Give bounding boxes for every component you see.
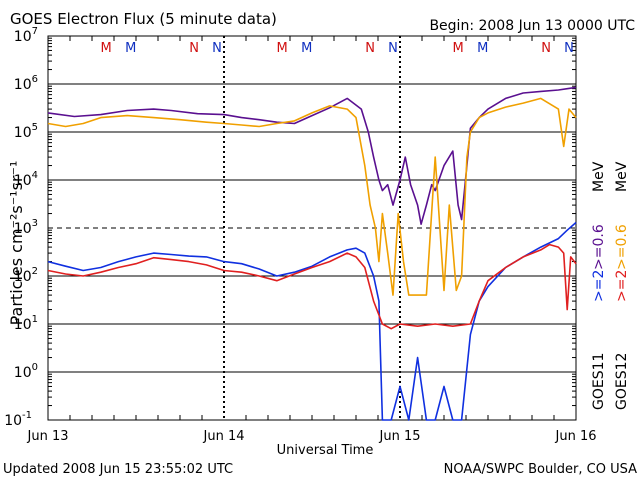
x-tick-label: Jun 14 — [203, 429, 245, 444]
y-tick-label: 102 — [14, 266, 38, 285]
goes12-06mev-label: >=0.6 — [614, 224, 630, 270]
y-tick-label: 10-1 — [4, 410, 32, 429]
plot-area: 10-1 100 101 102 103 104 105 106 107 Jun 13 Jun 14… — [4, 26, 596, 444]
mn-marker: N — [564, 41, 574, 56]
plot-frame — [47, 35, 577, 421]
goes11-2mev-label: >=2 — [591, 270, 607, 302]
mn-marker: M — [477, 41, 488, 56]
y-tick-label: 104 — [14, 170, 38, 189]
series-line — [47, 97, 577, 296]
y-axis-label: Particles cm⁻²s⁻¹sr⁻¹ — [7, 161, 26, 326]
begin-date: Begin: 2008 Jun 13 0000 UTC — [429, 18, 635, 34]
x-tick-label: Jun 16 — [555, 429, 597, 444]
units-label: MeV — [591, 161, 607, 192]
series-line — [47, 243, 577, 330]
goes11-label-group: GOES11 >=2 >=0.6 MeV — [591, 161, 607, 410]
mn-marker: M — [125, 41, 136, 56]
units-label-2: MeV — [614, 161, 630, 192]
mn-marker: N — [365, 41, 375, 56]
y-tick-label: 106 — [14, 74, 38, 93]
goes12-label-group: GOES12 >=2 >=0.6 MeV — [614, 161, 630, 410]
mn-marker: N — [541, 41, 551, 56]
y-tick-label: 103 — [14, 218, 38, 237]
mn-marker: N — [212, 41, 222, 56]
updated-timestamp: Updated 2008 Jun 15 23:55:02 UTC — [3, 462, 233, 477]
goes12-2mev-label: >=2 — [614, 270, 630, 302]
y-tick-label: 101 — [14, 314, 38, 333]
y-tick-label: 100 — [14, 362, 38, 381]
mn-marker: M — [276, 41, 287, 56]
mn-marker: N — [189, 41, 199, 56]
mn-marker: M — [100, 41, 111, 56]
goes12-label: GOES12 — [614, 353, 630, 410]
mn-marker: N — [388, 41, 398, 56]
chart-title: GOES Electron Flux (5 minute data) — [10, 10, 277, 28]
y-tick-label: 105 — [14, 122, 38, 141]
x-tick-label: Jun 15 — [379, 429, 421, 444]
goes11-06mev-label: >=0.6 — [591, 224, 607, 270]
source-credit: NOAA/SWPC Boulder, CO USA — [444, 462, 637, 477]
mn-marker: M — [301, 41, 312, 56]
goes11-label: GOES11 — [591, 353, 607, 410]
x-axis-label: Universal Time — [277, 443, 374, 458]
y-tick-label: 107 — [14, 26, 38, 45]
mn-marker: M — [452, 41, 463, 56]
x-tick-label: Jun 13 — [27, 429, 69, 444]
